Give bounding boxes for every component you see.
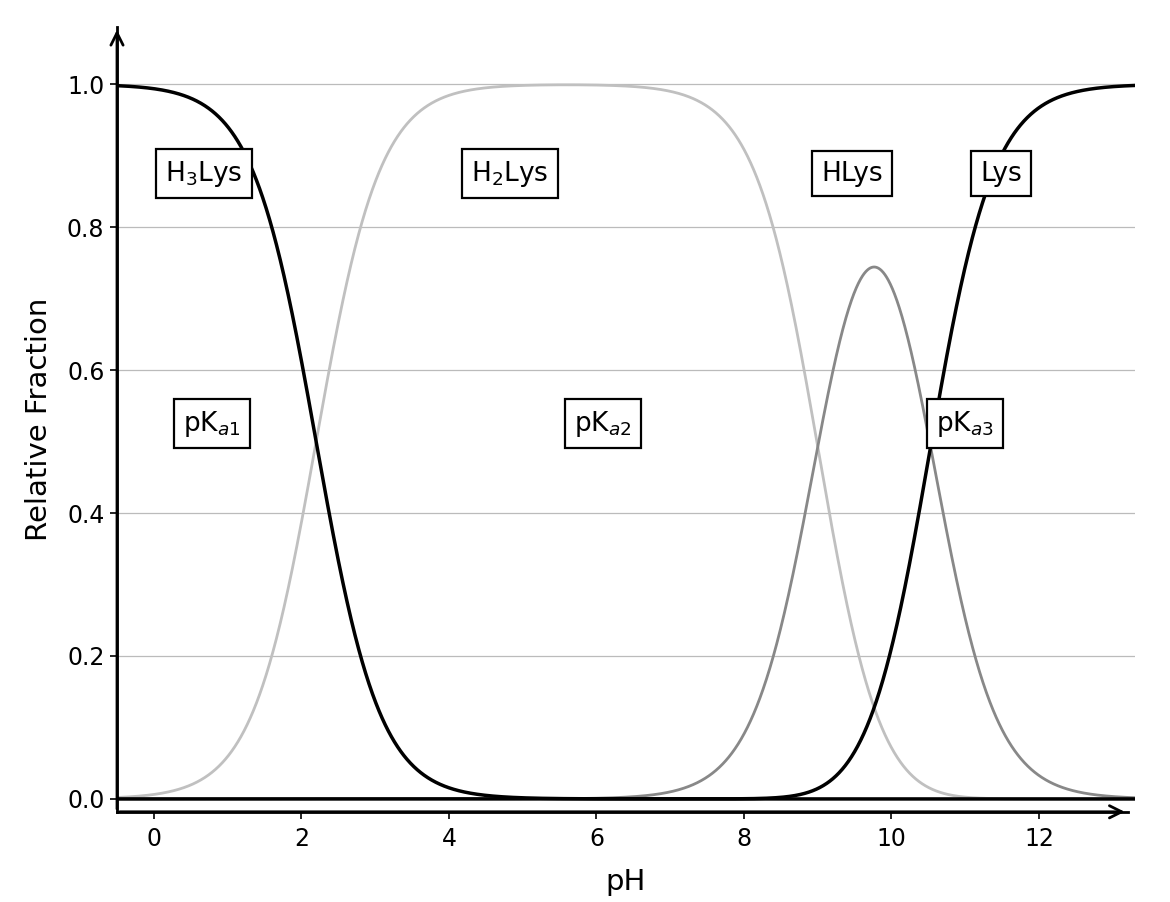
Y-axis label: Relative Fraction: Relative Fraction <box>25 298 53 541</box>
Text: H$_3$Lys: H$_3$Lys <box>165 159 242 189</box>
Text: pK$_{a2}$: pK$_{a2}$ <box>574 409 632 438</box>
Text: pK$_{a3}$: pK$_{a3}$ <box>936 409 993 438</box>
Text: HLys: HLys <box>821 161 883 187</box>
Text: pK$_{a1}$: pK$_{a1}$ <box>184 409 241 438</box>
X-axis label: pH: pH <box>606 868 646 896</box>
Text: H$_2$Lys: H$_2$Lys <box>472 159 549 189</box>
Text: Lys: Lys <box>980 161 1021 187</box>
